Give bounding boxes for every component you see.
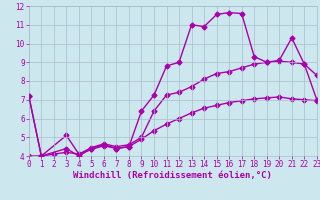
X-axis label: Windchill (Refroidissement éolien,°C): Windchill (Refroidissement éolien,°C) [73, 171, 272, 180]
